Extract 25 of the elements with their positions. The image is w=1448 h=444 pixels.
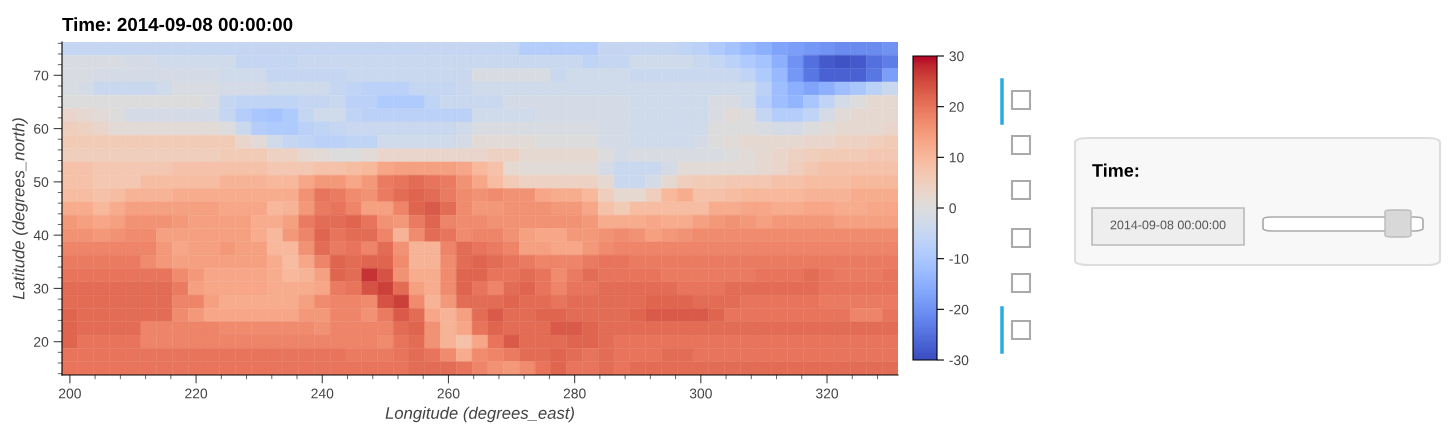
x-tick-label: 260	[437, 388, 460, 399]
x-tick-label: 300	[689, 388, 712, 399]
color-bar-label: -30	[949, 355, 969, 366]
x-tick-label: 220	[185, 388, 208, 399]
y-tick-label: 60	[34, 123, 49, 134]
x-tick-label: 240	[311, 388, 334, 399]
y-tick-label: 50	[33, 177, 49, 188]
color-bar-label: 30	[949, 51, 964, 62]
y-tick-label: 70	[34, 70, 49, 81]
y-tick-label: 30	[33, 283, 49, 294]
color-bar-label: 0	[949, 203, 956, 214]
text: Time:	[1092, 163, 1139, 177]
color-bar-label: -10	[949, 254, 969, 264]
color-bar-label: 20	[949, 102, 964, 112]
x-axis-title: Longitude (degrees_east)	[385, 406, 574, 423]
text: 2014-09-08 00:00:00	[1110, 220, 1226, 230]
chart-title: Time: 2014-09-08 00:00:00	[62, 17, 293, 32]
x-tick-label: 280	[563, 388, 586, 399]
y-axis-title: Latitude (degrees_north)	[12, 118, 28, 300]
color-bar-label: 10	[949, 152, 964, 163]
y-tick-label: 40	[33, 230, 49, 241]
y-tick-label: 20	[34, 337, 49, 347]
x-tick-label: 320	[815, 388, 839, 399]
x-tick-label: 200	[59, 388, 81, 399]
color-bar-label: -20	[949, 304, 969, 315]
